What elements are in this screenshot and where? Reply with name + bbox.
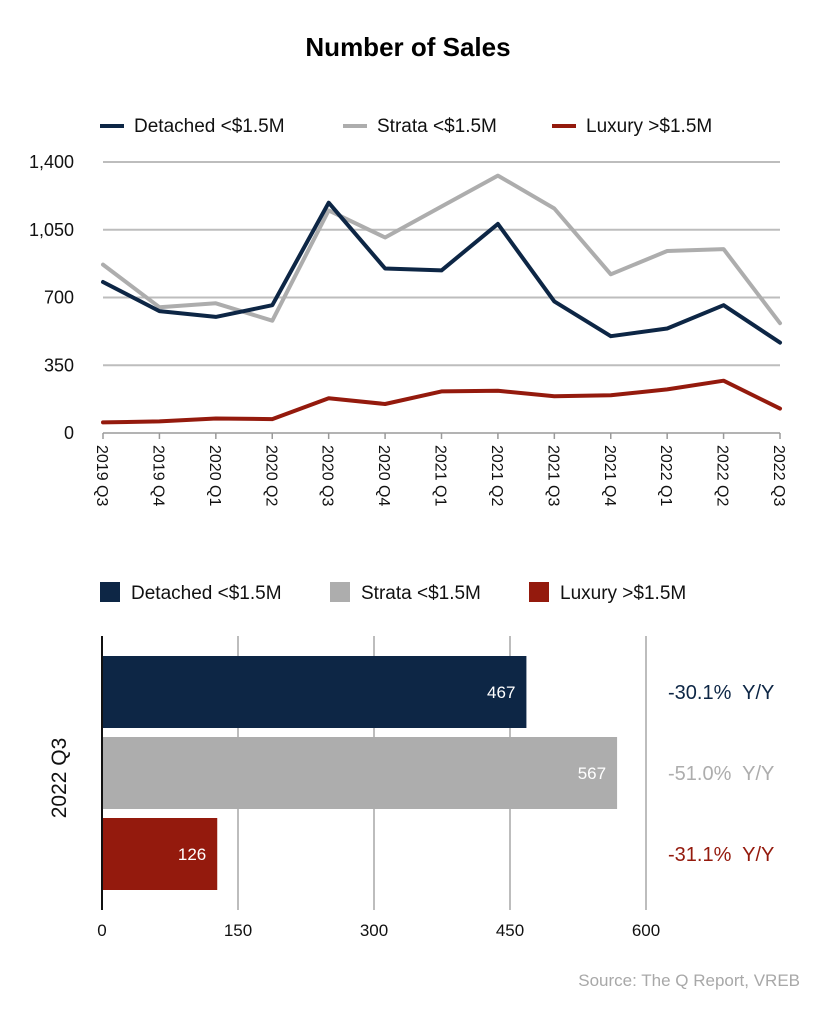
bar-0	[103, 656, 527, 728]
bar-1	[103, 737, 618, 809]
yoy-label-0: -30.1% Y/Y	[668, 682, 774, 704]
x-tick-label-11: 2022 Q2	[714, 445, 731, 506]
bar-x-tick-label-3: 450	[496, 921, 524, 940]
bar-chart-legend: Detached <$1.5M Strata <$1.5M Luxury >$1.5…	[100, 582, 686, 604]
bar-chart-x-axis: 0 150 300 450 600	[97, 921, 660, 940]
bar-legend-swatch-2	[529, 582, 549, 602]
x-tick-label-3: 2020 Q2	[262, 445, 279, 506]
bar-chart-bars: 467 567 126	[103, 656, 618, 890]
y-tick-label-4: 1,400	[29, 152, 74, 172]
bar-legend-label-2: Luxury >$1.5M	[560, 583, 686, 604]
bar-x-tick-label-1: 150	[224, 921, 252, 940]
x-tick-label-12: 2022 Q3	[770, 445, 787, 506]
series-line-2	[101, 378, 782, 425]
x-tick-label-5: 2020 Q4	[375, 445, 392, 506]
bar-legend-label-1: Strata <$1.5M	[361, 583, 481, 604]
x-tick-label-1: 2019 Q4	[149, 445, 166, 506]
yoy-label-1: -51.0% Y/Y	[668, 763, 774, 785]
x-tick-label-4: 2020 Q3	[319, 445, 336, 506]
y-tick-label-2: 700	[44, 288, 74, 308]
line-chart-legend: Detached <$1.5M Strata <$1.5M Luxury >$1.5…	[100, 116, 712, 137]
x-tick-label-8: 2021 Q3	[544, 445, 561, 506]
x-tick-label-10: 2022 Q1	[657, 445, 674, 506]
bar-value-label-2: 126	[178, 845, 206, 864]
line-chart-x-axis: 2019 Q3 2019 Q4 2020 Q1 2020 Q2 2020 Q3 2020 …	[93, 433, 787, 506]
x-tick-label-6: 2021 Q1	[432, 445, 449, 506]
bar-x-tick-label-2: 300	[360, 921, 388, 940]
series-line-0	[101, 200, 782, 345]
bar-2	[103, 818, 218, 890]
line-chart-y-axis: 0 350 700 1,050 1,400	[29, 152, 74, 443]
line-chart-series	[101, 173, 782, 425]
bar-x-tick-label-4: 600	[632, 921, 660, 940]
legend-label-1: Strata <$1.5M	[377, 116, 497, 137]
chart-title: Number of Sales	[305, 32, 510, 62]
yoy-label-2: -31.1% Y/Y	[668, 844, 774, 866]
bar-legend-swatch-0	[100, 582, 120, 602]
bar-legend-label-0: Detached <$1.5M	[131, 583, 282, 604]
bar-chart-yoy-labels: -30.1% Y/Y -51.0% Y/Y -31.1% Y/Y	[668, 682, 774, 866]
x-tick-label-9: 2021 Q4	[601, 445, 618, 506]
legend-label-0: Detached <$1.5M	[134, 116, 285, 137]
source-note: Source: The Q Report, VREB	[578, 971, 800, 990]
bar-value-label-1: 567	[578, 764, 606, 783]
bar-chart-category-label: 2022 Q3	[48, 738, 71, 819]
legend-label-2: Luxury >$1.5M	[586, 116, 712, 137]
bar-x-tick-label-0: 0	[97, 921, 106, 940]
bar-legend-swatch-1	[330, 582, 350, 602]
x-tick-label-2: 2020 Q1	[206, 445, 223, 506]
y-tick-label-3: 1,050	[29, 220, 74, 240]
bar-value-label-0: 467	[487, 683, 515, 702]
line-chart-grid	[103, 161, 780, 434]
x-tick-label-0: 2019 Q3	[93, 445, 110, 506]
y-tick-label-1: 350	[44, 355, 74, 375]
series-line-1	[101, 173, 782, 326]
x-tick-label-7: 2021 Q2	[488, 445, 505, 506]
y-tick-label-0: 0	[64, 423, 74, 443]
